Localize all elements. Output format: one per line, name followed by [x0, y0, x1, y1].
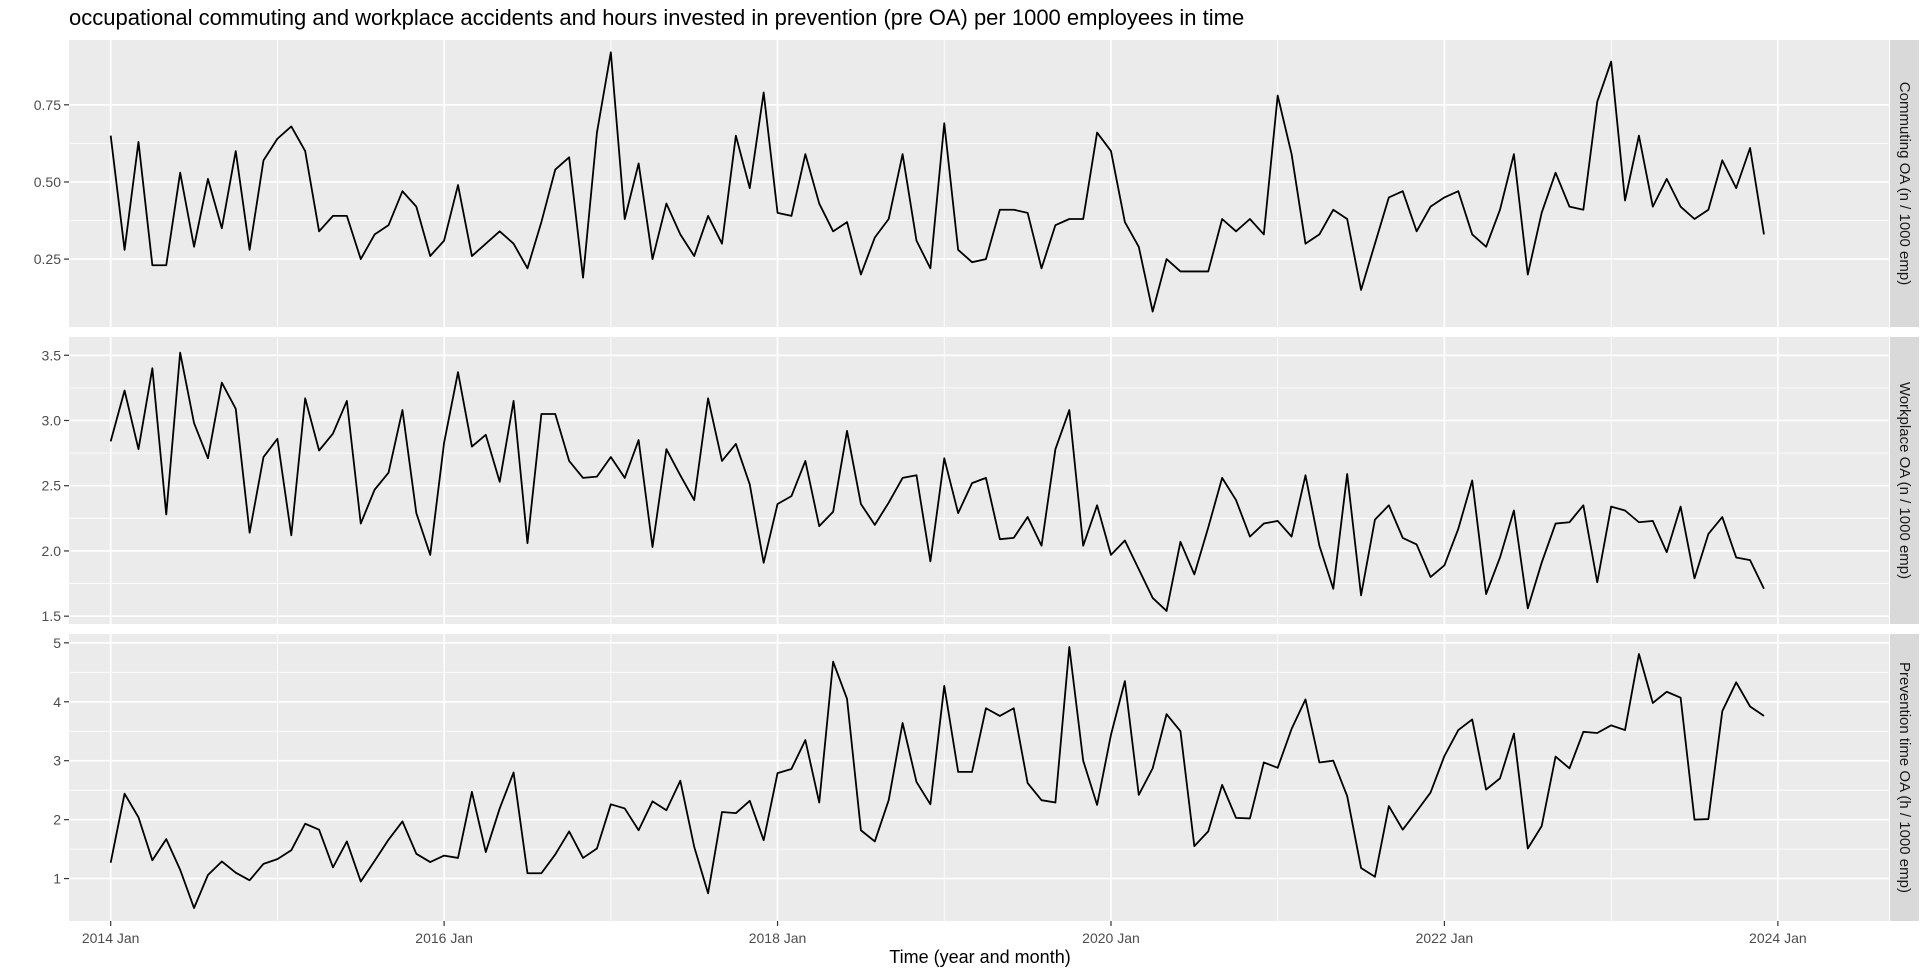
x-tick-label: 2014 Jan [82, 930, 140, 946]
facet-strip [1890, 634, 1919, 921]
x-tick-label: 2022 Jan [1416, 930, 1474, 946]
y-tick-label: 3 [53, 753, 61, 769]
x-tick-label: 2016 Jan [415, 930, 473, 946]
facet-panel-1: 0.25 0.50 0.75 Commuting OA (n / 1000 emp) [34, 40, 1919, 327]
y-tick-label: 1.5 [42, 608, 62, 624]
y-tick-label: 0.25 [34, 251, 61, 267]
x-axis: 2014 Jan 2016 Jan 2018 Jan 2020 Jan 2022 Jan… [82, 921, 1807, 946]
facet-strip-label: Prevention time OA (h / 1000 emp) [1896, 662, 1913, 893]
y-tick-label: 2.0 [42, 543, 62, 559]
panel-background [69, 40, 1889, 327]
series-line [109, 351, 1765, 612]
x-tick-label: 2020 Jan [1082, 930, 1140, 946]
y-tick-label: 2 [53, 812, 61, 828]
x-tick-label: 2018 Jan [749, 930, 807, 946]
y-tick-label: 0.50 [34, 174, 61, 190]
facet-panel-3: 1 2 3 4 5 Prevention time OA (h / 1000 emp) [53, 634, 1919, 921]
y-tick-label: 4 [53, 694, 61, 710]
facet-strip-label: Commuting OA (n / 1000 emp) [1896, 82, 1913, 285]
y-tick-label: 5 [53, 635, 61, 651]
x-tick-label: 2024 Jan [1749, 930, 1807, 946]
series-line [109, 51, 1765, 313]
y-tick-label: 3.0 [42, 412, 62, 428]
series-line [109, 646, 1765, 909]
panel-background [69, 634, 1889, 921]
x-axis-label: Time (year and month) [889, 947, 1070, 967]
chart-title: occupational commuting and workplace acc… [69, 5, 1244, 30]
y-tick-label: 1 [53, 871, 61, 887]
y-tick-label: 0.75 [34, 97, 61, 113]
y-tick-label: 3.5 [42, 347, 62, 363]
facet-strip-label: Workplace OA (n / 1000 emp) [1896, 382, 1913, 579]
facet-strip [1890, 337, 1919, 624]
facet-panels: 0.25 0.50 0.75 Commuting OA (n / 1000 emp) 1… [34, 40, 1919, 921]
facet-strip [1890, 40, 1919, 327]
facet-panel-2: 1.5 2.0 2.5 3.0 3.5 Workplace OA (n / 1000 em… [42, 337, 1919, 624]
y-tick-label: 2.5 [42, 478, 62, 494]
